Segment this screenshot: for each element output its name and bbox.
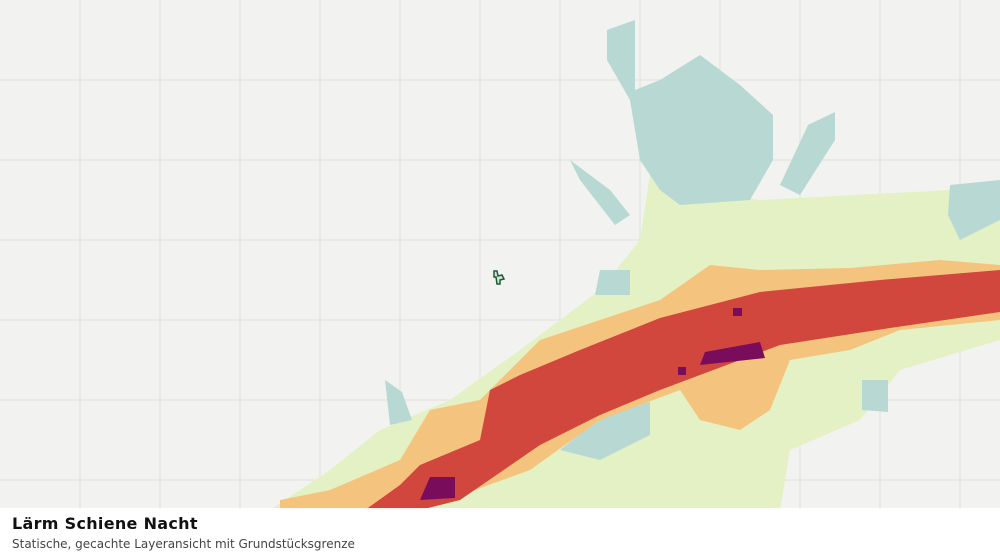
noise-zone-teal xyxy=(385,20,1000,460)
parcel-boundary xyxy=(493,270,506,285)
noise-zone-high xyxy=(365,270,1000,510)
layer-subtitle: Statische, gecachte Layeransicht mit Gru… xyxy=(12,537,355,551)
noise-zone-very-high xyxy=(420,308,765,500)
legend-panel: Lärm Schiene Nacht Statische, gecachte L… xyxy=(0,508,1000,560)
layer-title: Lärm Schiene Nacht xyxy=(12,514,198,533)
